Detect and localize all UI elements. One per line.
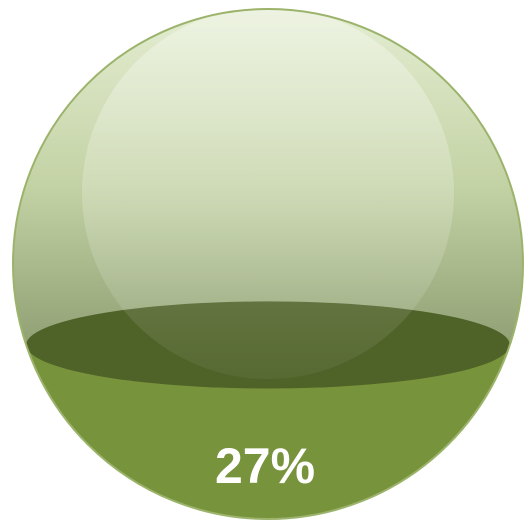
sphere-outline — [12, 8, 524, 520]
sphere-highlight — [82, 7, 454, 379]
value-label: 27% — [215, 438, 315, 494]
